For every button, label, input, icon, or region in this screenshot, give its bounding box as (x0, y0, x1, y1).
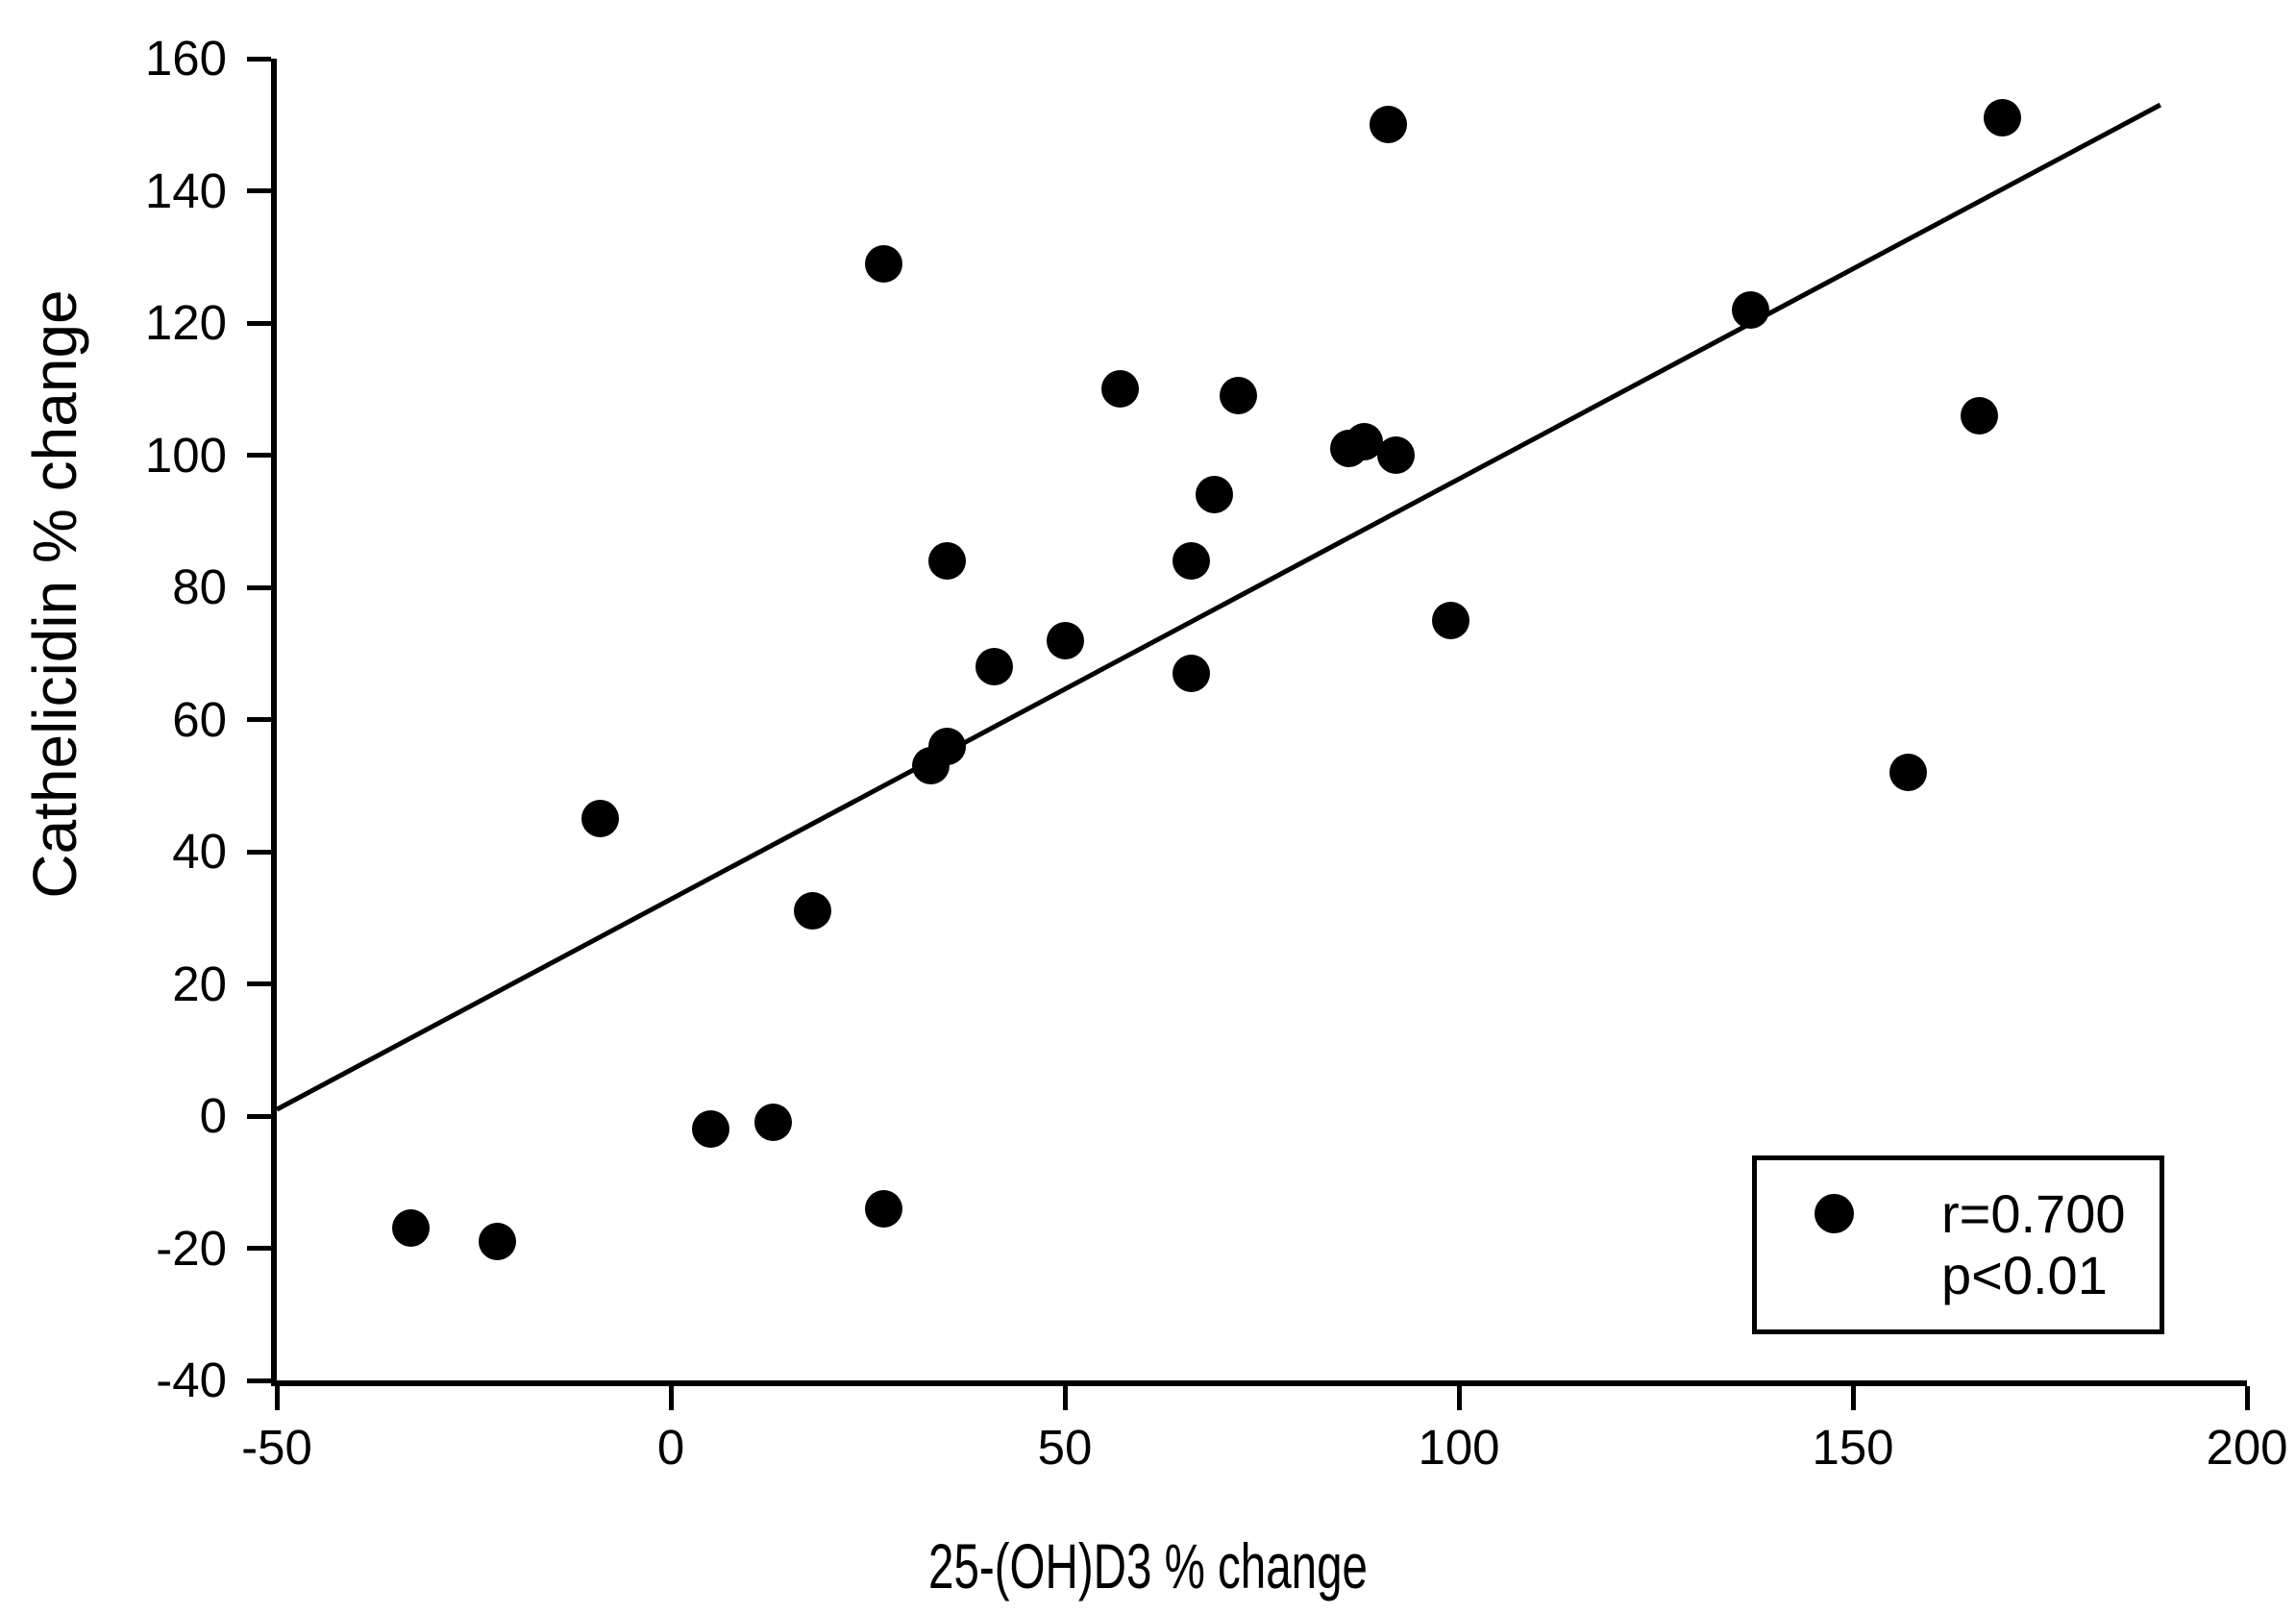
data-point (1984, 99, 2022, 137)
data-point (864, 244, 902, 283)
data-point (1219, 377, 1257, 415)
y-tick (247, 1113, 271, 1119)
data-point (391, 1209, 430, 1248)
x-tick-label: 150 (1812, 1420, 1894, 1475)
data-point (927, 727, 966, 765)
legend-dot (1815, 1194, 1854, 1233)
x-tick (2244, 1386, 2250, 1410)
data-point (1376, 436, 1415, 474)
x-tick (1850, 1386, 1856, 1410)
y-tick-label: -40 (156, 1353, 227, 1407)
legend-box: r=0.700 p<0.01 (1752, 1155, 2164, 1334)
legend-text: r=0.700 p<0.01 (1941, 1183, 2126, 1306)
data-point (479, 1223, 517, 1261)
x-tick-label: 200 (2206, 1420, 2288, 1475)
y-tick (247, 320, 271, 326)
regression-line-layer (275, 102, 2161, 1112)
y-tick-label: 0 (199, 1088, 227, 1143)
data-point (975, 648, 1013, 685)
y-tick-label: 20 (172, 956, 227, 1011)
data-point (1172, 654, 1210, 692)
y-tick-label: 60 (172, 691, 227, 747)
y-tick (247, 849, 271, 855)
data-point (580, 800, 619, 838)
data-point (1100, 370, 1139, 409)
data-point (1369, 106, 1407, 144)
data-point (1889, 754, 1927, 791)
y-tick (247, 56, 271, 62)
x-tick (274, 1386, 280, 1410)
x-tick (668, 1386, 674, 1410)
x-tick-label: 100 (1418, 1420, 1500, 1475)
y-tick (247, 453, 271, 458)
data-point (754, 1104, 793, 1142)
x-tick (1456, 1386, 1462, 1410)
regression-line (275, 102, 2161, 1112)
legend-r-value: r=0.700 (1941, 1183, 2126, 1244)
data-point (1196, 476, 1234, 514)
y-tick-label: 140 (144, 162, 227, 218)
y-tick-label: 120 (144, 295, 227, 350)
y-tick (247, 981, 271, 986)
x-tick-label: 50 (1037, 1420, 1093, 1475)
data-point (864, 1189, 902, 1228)
x-tick-label: -50 (241, 1420, 312, 1475)
legend-p-value: p<0.01 (1941, 1245, 2108, 1305)
x-tick-label: 0 (656, 1420, 685, 1475)
y-tick-label: 40 (172, 824, 227, 879)
y-tick-label: 160 (144, 31, 227, 86)
data-point (927, 542, 966, 580)
y-tick-label: 80 (172, 559, 227, 614)
x-axis-title: 25-(OH)D3 % change (928, 1530, 1368, 1602)
x-tick (1062, 1386, 1068, 1410)
data-point (1731, 290, 1769, 329)
data-point (794, 892, 832, 931)
y-tick-label: 100 (144, 427, 227, 483)
data-point (1046, 621, 1084, 659)
y-tick (247, 1246, 271, 1251)
y-tick (247, 584, 271, 590)
data-point (1172, 542, 1210, 580)
y-tick-label: -20 (156, 1220, 227, 1276)
data-point (1346, 423, 1384, 461)
data-point (691, 1110, 729, 1149)
plot-area (271, 59, 2247, 1386)
y-tick (247, 717, 271, 722)
data-point (1960, 396, 1998, 435)
y-tick (247, 1378, 271, 1383)
y-tick (247, 188, 271, 193)
data-point (1432, 601, 1470, 639)
